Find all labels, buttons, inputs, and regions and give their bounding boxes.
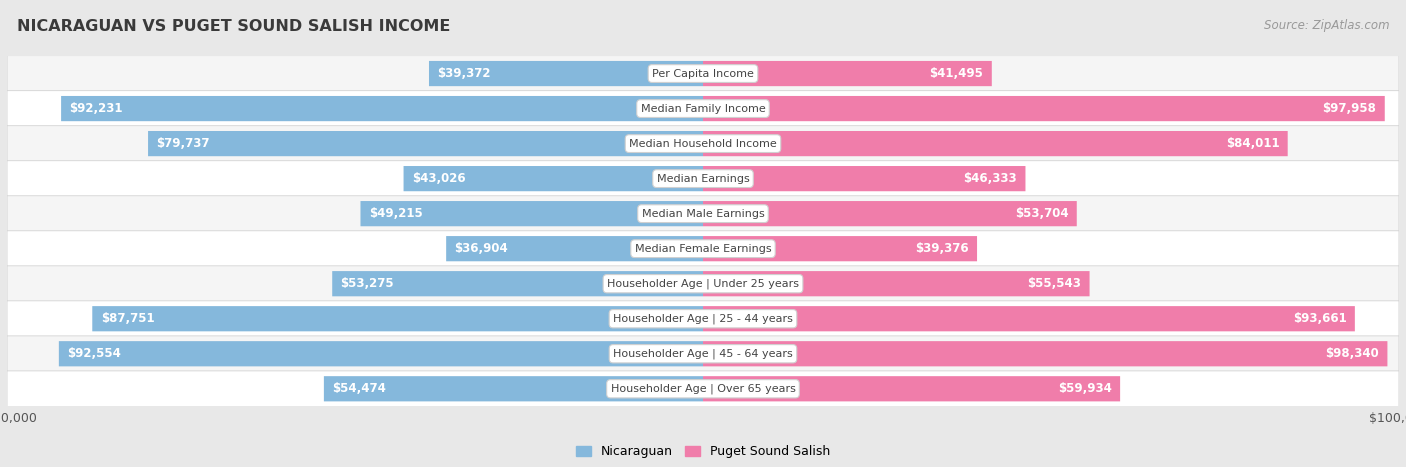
Text: $84,011: $84,011	[1226, 137, 1279, 150]
FancyBboxPatch shape	[7, 126, 1399, 162]
Text: $43,026: $43,026	[412, 172, 465, 185]
Text: $54,474: $54,474	[332, 382, 387, 395]
Text: $39,372: $39,372	[437, 67, 491, 80]
FancyBboxPatch shape	[59, 341, 703, 366]
FancyBboxPatch shape	[703, 166, 1025, 191]
Text: $97,958: $97,958	[1323, 102, 1376, 115]
Text: Median Family Income: Median Family Income	[641, 104, 765, 113]
FancyBboxPatch shape	[703, 131, 1288, 156]
FancyBboxPatch shape	[703, 376, 1121, 401]
FancyBboxPatch shape	[60, 96, 703, 121]
Text: Per Capita Income: Per Capita Income	[652, 69, 754, 78]
FancyBboxPatch shape	[148, 131, 703, 156]
Text: Householder Age | Over 65 years: Householder Age | Over 65 years	[610, 383, 796, 394]
Text: $39,376: $39,376	[915, 242, 969, 255]
Text: Source: ZipAtlas.com: Source: ZipAtlas.com	[1264, 19, 1389, 32]
Text: $46,333: $46,333	[963, 172, 1017, 185]
Text: $53,275: $53,275	[340, 277, 394, 290]
FancyBboxPatch shape	[7, 56, 1399, 92]
FancyBboxPatch shape	[360, 201, 703, 226]
FancyBboxPatch shape	[93, 306, 703, 332]
FancyBboxPatch shape	[7, 91, 1399, 127]
Text: $36,904: $36,904	[454, 242, 508, 255]
Text: $41,495: $41,495	[929, 67, 983, 80]
FancyBboxPatch shape	[703, 96, 1385, 121]
Text: $59,934: $59,934	[1057, 382, 1112, 395]
FancyBboxPatch shape	[703, 236, 977, 261]
FancyBboxPatch shape	[703, 61, 991, 86]
FancyBboxPatch shape	[446, 236, 703, 261]
Text: $92,231: $92,231	[69, 102, 122, 115]
Legend: Nicaraguan, Puget Sound Salish: Nicaraguan, Puget Sound Salish	[571, 440, 835, 463]
FancyBboxPatch shape	[332, 271, 703, 297]
FancyBboxPatch shape	[7, 301, 1399, 337]
Text: Median Earnings: Median Earnings	[657, 174, 749, 184]
Text: $87,751: $87,751	[101, 312, 155, 325]
Text: $93,661: $93,661	[1292, 312, 1347, 325]
FancyBboxPatch shape	[404, 166, 703, 191]
Text: NICARAGUAN VS PUGET SOUND SALISH INCOME: NICARAGUAN VS PUGET SOUND SALISH INCOME	[17, 19, 450, 34]
FancyBboxPatch shape	[7, 161, 1399, 197]
Text: Median Male Earnings: Median Male Earnings	[641, 209, 765, 219]
Text: Median Female Earnings: Median Female Earnings	[634, 244, 772, 254]
FancyBboxPatch shape	[703, 341, 1388, 366]
FancyBboxPatch shape	[323, 376, 703, 401]
FancyBboxPatch shape	[703, 201, 1077, 226]
Text: Householder Age | 25 - 44 years: Householder Age | 25 - 44 years	[613, 313, 793, 324]
Text: $55,543: $55,543	[1028, 277, 1081, 290]
Text: $92,554: $92,554	[67, 347, 121, 360]
Text: Median Household Income: Median Household Income	[628, 139, 778, 149]
Text: $79,737: $79,737	[156, 137, 209, 150]
Text: Householder Age | 45 - 64 years: Householder Age | 45 - 64 years	[613, 348, 793, 359]
FancyBboxPatch shape	[703, 306, 1355, 332]
FancyBboxPatch shape	[7, 371, 1399, 407]
FancyBboxPatch shape	[7, 196, 1399, 232]
FancyBboxPatch shape	[429, 61, 703, 86]
Text: $53,704: $53,704	[1015, 207, 1069, 220]
FancyBboxPatch shape	[7, 336, 1399, 372]
Text: $49,215: $49,215	[368, 207, 423, 220]
Text: Householder Age | Under 25 years: Householder Age | Under 25 years	[607, 278, 799, 289]
FancyBboxPatch shape	[7, 231, 1399, 267]
FancyBboxPatch shape	[7, 266, 1399, 302]
Text: $98,340: $98,340	[1326, 347, 1379, 360]
FancyBboxPatch shape	[703, 271, 1090, 297]
